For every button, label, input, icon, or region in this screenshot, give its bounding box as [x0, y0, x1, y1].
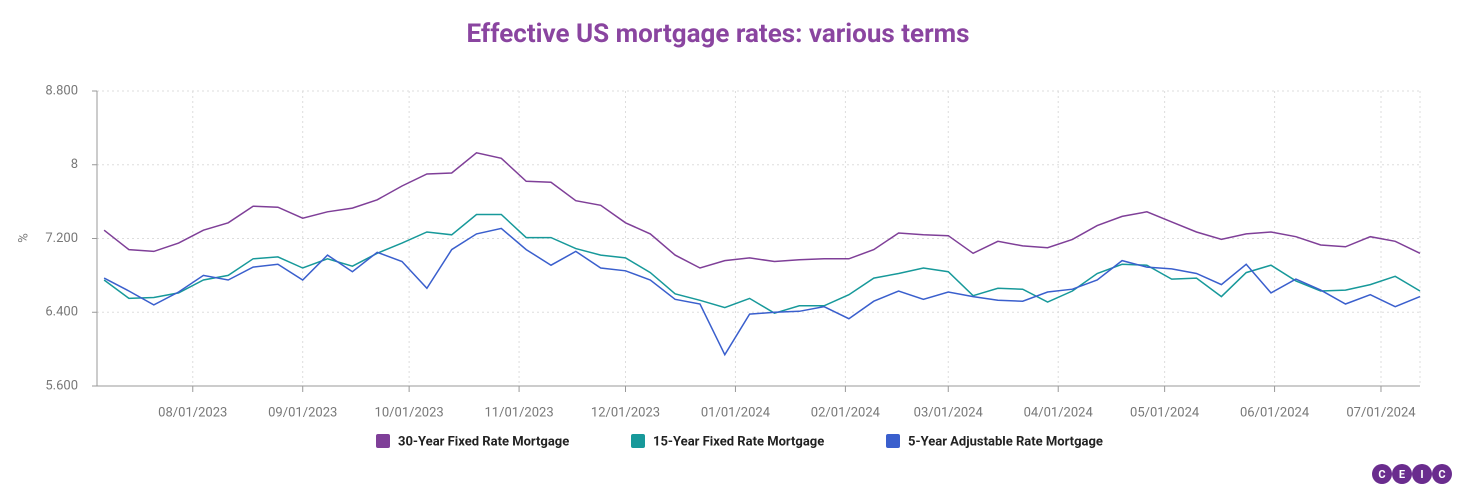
- legend-label: 5-Year Adjustable Rate Mortgage: [908, 434, 1103, 449]
- x-tick-label: 04/01/2024: [1024, 405, 1094, 420]
- x-tick-label: 06/01/2024: [1240, 405, 1310, 420]
- y-tick-label: 6.400: [45, 305, 78, 320]
- series-line: [103, 213, 1421, 315]
- x-tick-label: 03/01/2024: [914, 405, 984, 420]
- x-tick-label: 07/01/2024: [1346, 405, 1416, 420]
- logo-letter: C: [1378, 468, 1385, 481]
- y-tick-label: 7.200: [45, 231, 78, 246]
- y-tick-label: 8: [71, 157, 78, 172]
- logo-letter: E: [1399, 468, 1405, 481]
- x-tick-label: 02/01/2024: [811, 405, 881, 420]
- x-tick-label: 01/01/2024: [701, 405, 771, 420]
- y-axis-label: %: [16, 233, 31, 243]
- legend-swatch: [376, 434, 390, 448]
- legend-label: 30-Year Fixed Rate Mortgage: [398, 434, 569, 449]
- legend-swatch: [886, 434, 900, 448]
- legend-label: 15-Year Fixed Rate Mortgage: [653, 434, 824, 449]
- x-tick-label: 10/01/2023: [375, 405, 444, 420]
- logo-letter: C: [1438, 468, 1445, 481]
- series-line: [103, 151, 1421, 269]
- y-tick-label: 8.800: [45, 83, 78, 98]
- logo-circle: [1432, 464, 1452, 484]
- x-tick-label: 09/01/2023: [268, 405, 337, 420]
- logo-letter: I: [1420, 468, 1423, 481]
- chart-title: Effective US mortgage rates: various ter…: [467, 19, 970, 49]
- logo-circle: [1372, 464, 1392, 484]
- logo-circle: [1412, 464, 1432, 484]
- x-tick-label: 05/01/2024: [1130, 405, 1200, 420]
- y-tick-label: 5.600: [45, 378, 78, 393]
- x-tick-label: 12/01/2023: [591, 405, 660, 420]
- x-tick-label: 08/01/2023: [158, 405, 227, 420]
- logo-circle: [1392, 464, 1412, 484]
- legend-swatch: [631, 434, 645, 448]
- series-line: [103, 227, 1421, 357]
- x-tick-label: 11/01/2023: [484, 405, 553, 420]
